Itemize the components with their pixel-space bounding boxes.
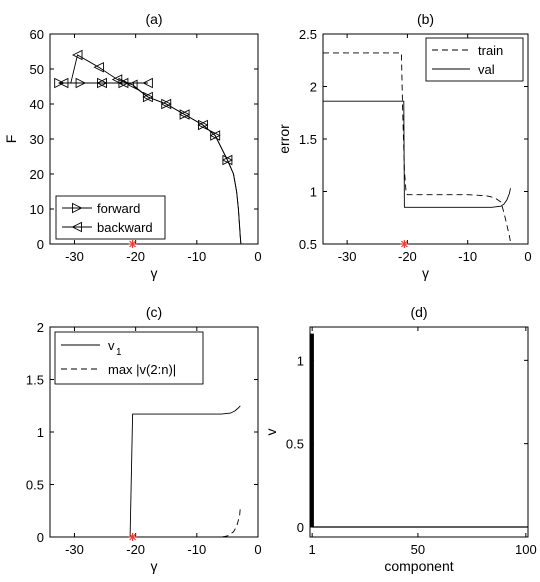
forward-marker [54,77,65,89]
series-line-0 [323,52,511,242]
y-tick-label: 1.5 [26,373,44,388]
y-tick-label: 2 [37,320,44,335]
x-tick-label: 0 [254,249,261,264]
red-star-marker [128,240,137,248]
y-tick-label: 0.5 [299,237,317,252]
y-axis-label: v [263,429,279,436]
series-line-1 [323,100,511,208]
y-tick-label: 40 [30,97,44,112]
x-tick-label: -20 [126,249,145,264]
y-tick-label: 0 [297,520,304,535]
backward-marker [160,98,172,110]
backward-marker [179,109,190,120]
legend-b: train val [425,37,524,82]
x-tick-label: -10 [187,249,206,264]
x-tick-label: 100 [515,542,537,557]
red-star-marker [400,240,409,248]
y-tick-label: 2.5 [299,27,317,42]
panel-1: (b) -30 -20 -10 0 0.5 1 1.5 2 2.5 γ error [276,11,532,281]
y-tick-label: 10 [30,202,44,217]
y-tick-label: 0.5 [286,437,304,452]
legend-label: train [478,43,503,58]
panel-2: (c) -30 -20 -10 0 0 0.5 1 1.5 2 γ [26,304,262,574]
legend-label: backward [97,220,153,235]
legend-label: forward [97,201,140,216]
x-axis-label: component [384,558,453,574]
backward-marker [57,77,69,89]
red-star-marker [128,533,137,541]
star-stroke [129,533,137,541]
x-axis-label: γ [151,265,158,281]
panel-title: (c) [146,304,162,320]
x-tick-label: -10 [187,542,206,557]
star-stroke [400,240,408,248]
backward-marker [117,77,129,89]
backward-marker [209,130,221,141]
x-tick-label: 0 [254,542,261,557]
panel-0: (a) -30 -20 -10 0 0 10 20 30 40 50 60 γ F [3,11,262,281]
y-tick-label: 0 [37,530,44,545]
y-tick-label: 50 [30,62,44,77]
x-tick-label: -30 [65,249,84,264]
backward-marker [111,74,123,85]
legend-subscript: 1 [116,347,122,358]
legend-label: v [108,338,115,353]
y-axis-label: error [276,124,292,154]
series-line-1 [132,507,241,538]
panel-3: (d) 1 50 100 0 0.5 1 component v [263,304,537,574]
x-tick-label: -30 [65,542,84,557]
backward-marker [142,77,153,89]
panel-title: (a) [145,11,162,27]
x-tick-label: 0 [524,249,531,264]
legend-label: max |v(2:n)| [108,362,176,377]
legend-c: v 1 max |v(2:n)| [54,331,204,385]
y-tick-label: 0.5 [26,478,44,493]
backward-marker [96,77,107,89]
backward-marker [93,62,104,73]
legend-box [55,195,166,240]
backward-marker [127,79,138,90]
y-tick-label: 0 [37,237,44,252]
series-line-0 [129,405,241,538]
y-tick-label: 1 [37,425,44,440]
legend-marker [71,221,82,233]
panel-title: (b) [417,11,434,27]
legend-marker [72,202,83,214]
forward-marker [75,77,87,89]
legend-a: forward backward [55,195,166,240]
backward-marker [142,91,153,103]
x-tick-label: -20 [126,542,145,557]
x-tick-label: -10 [458,249,477,264]
y-tick-label: 20 [30,167,44,182]
x-tick-label: -30 [338,249,357,264]
x-tick-label: 1 [309,542,316,557]
x-tick-label: 50 [411,542,425,557]
y-axis-label: F [3,135,19,144]
y-tick-label: 1 [310,185,317,200]
series-line-1 [70,54,242,245]
backward-marker [197,119,208,131]
y-tick-label: 1.5 [299,132,317,147]
y-tick-label: 1 [297,353,304,368]
legend-label: val [478,62,495,77]
backward-marker [221,154,233,166]
x-tick-label: -20 [398,249,417,264]
backward-marker [72,49,83,61]
x-axis-label: γ [422,265,429,281]
y-tick-label: 2 [310,80,317,95]
y-tick-label: 30 [30,132,44,147]
legend-box [425,37,524,82]
x-axis-label: γ [151,558,158,574]
star-stroke [129,240,137,248]
y-tick-label: 60 [30,27,44,42]
legend-box [54,331,204,385]
panel-title: (d) [410,304,427,320]
axes-frame [309,326,529,538]
